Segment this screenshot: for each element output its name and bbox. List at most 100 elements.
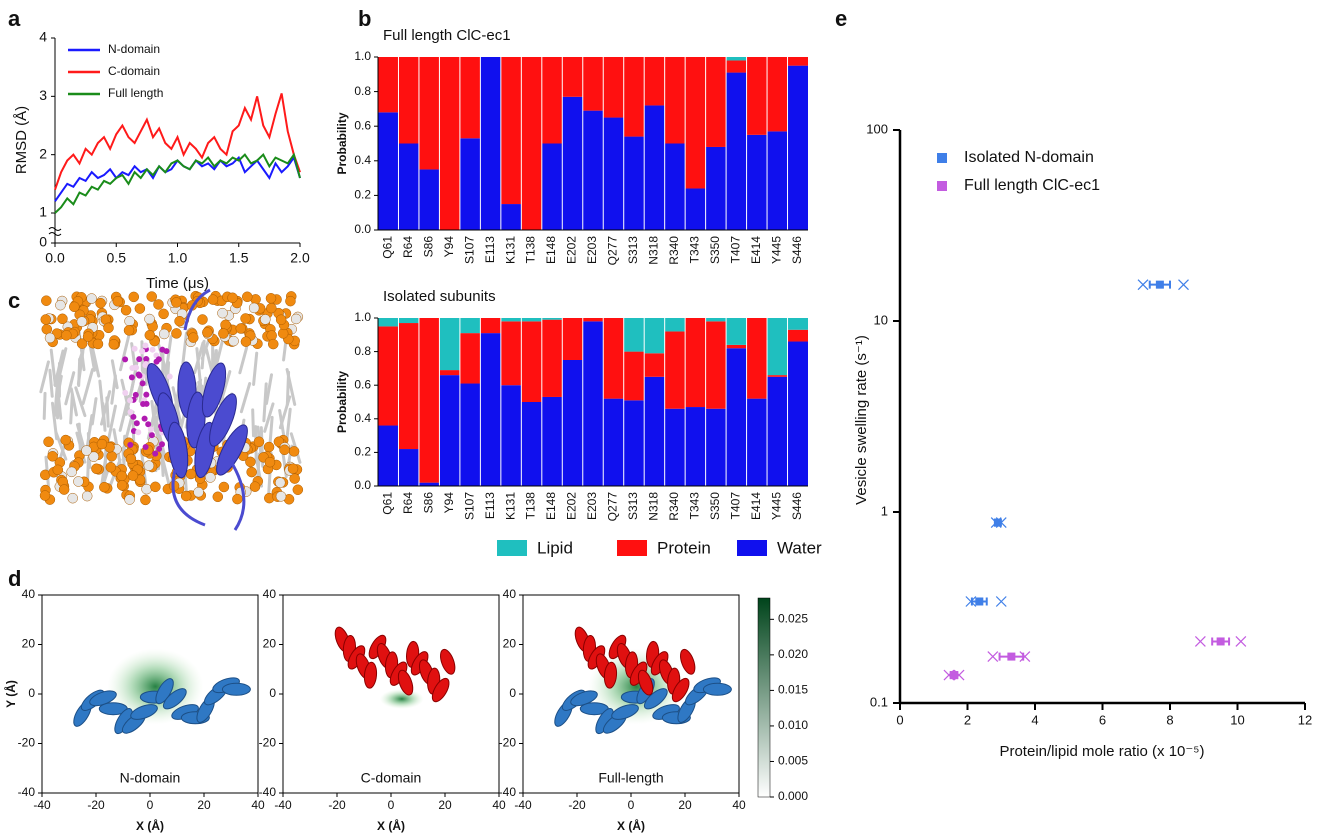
helix xyxy=(209,393,237,447)
x-tick-label: Q61 xyxy=(380,492,394,515)
bar-segment xyxy=(787,65,808,231)
lipid-head xyxy=(134,303,146,314)
x-tick-label: T407 xyxy=(729,492,743,520)
bar-segment xyxy=(459,57,481,139)
water xyxy=(133,420,140,427)
water xyxy=(122,356,129,363)
lipid-head xyxy=(128,291,140,303)
legend-label: Full length xyxy=(108,86,163,100)
bar-segment xyxy=(378,57,399,113)
lipid-head xyxy=(92,338,104,350)
lipid-head xyxy=(227,292,238,304)
x-tick-label: -40 xyxy=(274,798,292,812)
lipid-tail xyxy=(195,347,203,386)
lipid-head xyxy=(193,486,204,498)
lipid-head xyxy=(288,446,300,457)
lipid-tail xyxy=(69,387,78,417)
x-tick-label: -40 xyxy=(33,798,51,812)
lipid-head xyxy=(180,490,192,502)
water xyxy=(158,441,165,448)
bar-segment xyxy=(726,60,747,73)
bar-segment xyxy=(398,449,419,486)
y-tick-label: 4 xyxy=(39,29,47,45)
lipid-tail xyxy=(57,347,68,381)
water xyxy=(139,380,146,387)
bar-segment xyxy=(685,57,706,189)
bar-segment xyxy=(603,318,624,399)
water xyxy=(163,348,170,355)
water xyxy=(136,356,143,363)
lipid-head xyxy=(197,314,208,325)
bar-segment xyxy=(664,57,686,144)
lipid-head xyxy=(290,313,302,325)
y-tick-label: -20 xyxy=(259,736,277,750)
legend-swatch xyxy=(937,181,947,191)
y-tick-label: 0.4 xyxy=(354,411,371,425)
bar-segment xyxy=(767,376,788,486)
lipid-head xyxy=(253,436,265,448)
lipid-tail xyxy=(54,430,68,461)
lipid-head xyxy=(264,456,276,468)
x-tick-label: 2.0 xyxy=(290,250,310,266)
x-tick-label: S86 xyxy=(421,492,435,514)
water xyxy=(140,400,147,407)
panel-label: c xyxy=(8,288,20,313)
y-axis-label: Probability xyxy=(335,112,349,174)
x-tick-label: E113 xyxy=(483,236,497,263)
bar-segment xyxy=(541,143,563,230)
bar-segment xyxy=(500,321,522,386)
helix xyxy=(431,677,450,703)
bar-segment xyxy=(480,333,501,486)
lipid-head xyxy=(287,463,299,474)
x-tick-label: 20 xyxy=(197,798,211,812)
lipid-tail xyxy=(152,419,162,449)
lipid-tail xyxy=(239,382,252,414)
bar-segment xyxy=(746,398,768,486)
lipid-head xyxy=(95,297,106,309)
lipid-head xyxy=(285,295,296,307)
lipid-tail xyxy=(251,408,255,438)
lipid-head xyxy=(123,325,135,336)
x-tick-label: E414 xyxy=(749,236,763,264)
bar-segment xyxy=(603,117,624,230)
lipid-tail xyxy=(110,359,119,390)
bar-segment xyxy=(623,136,645,230)
lipid-tail xyxy=(42,391,47,420)
y-tick-label: -20 xyxy=(18,736,36,750)
lipid-head xyxy=(82,331,94,342)
lipid-tail xyxy=(160,454,172,489)
bar-segment xyxy=(582,321,604,486)
replicate-point xyxy=(1235,636,1247,647)
lipid-head xyxy=(266,330,277,341)
x-tick-label: 20 xyxy=(438,798,452,812)
water xyxy=(128,374,135,381)
helix xyxy=(603,661,618,689)
x-tick-label: E414 xyxy=(749,492,763,520)
lipid-tail xyxy=(263,402,275,433)
lipid-head xyxy=(81,490,93,502)
bar-segment xyxy=(746,134,768,230)
bar-segment xyxy=(541,318,563,320)
y-axis-label: Vesicle swelling rate (s⁻¹) xyxy=(853,335,870,505)
lipid-head xyxy=(174,315,185,327)
helix xyxy=(611,704,639,720)
water xyxy=(142,342,149,349)
water xyxy=(141,415,148,422)
lipid-head xyxy=(158,328,170,340)
water xyxy=(156,445,163,452)
lipid-head xyxy=(249,481,261,492)
lipid-tail xyxy=(74,386,87,418)
bar-segment xyxy=(459,333,481,384)
y-tick-label: 20 xyxy=(22,637,36,651)
lipid-head xyxy=(245,456,256,468)
colorbar-tick-label: 0.025 xyxy=(778,611,808,625)
bar-segment xyxy=(623,318,645,352)
lipid-tail xyxy=(153,415,166,457)
lipid-head xyxy=(144,313,155,325)
x-tick-label: 4 xyxy=(1031,712,1038,727)
lipid-head xyxy=(185,468,197,480)
x-tick-label: 12 xyxy=(1298,712,1312,727)
subplot-title: Full-length xyxy=(598,770,663,786)
x-tick-label: E202 xyxy=(565,492,579,520)
bar-segment xyxy=(664,143,686,230)
